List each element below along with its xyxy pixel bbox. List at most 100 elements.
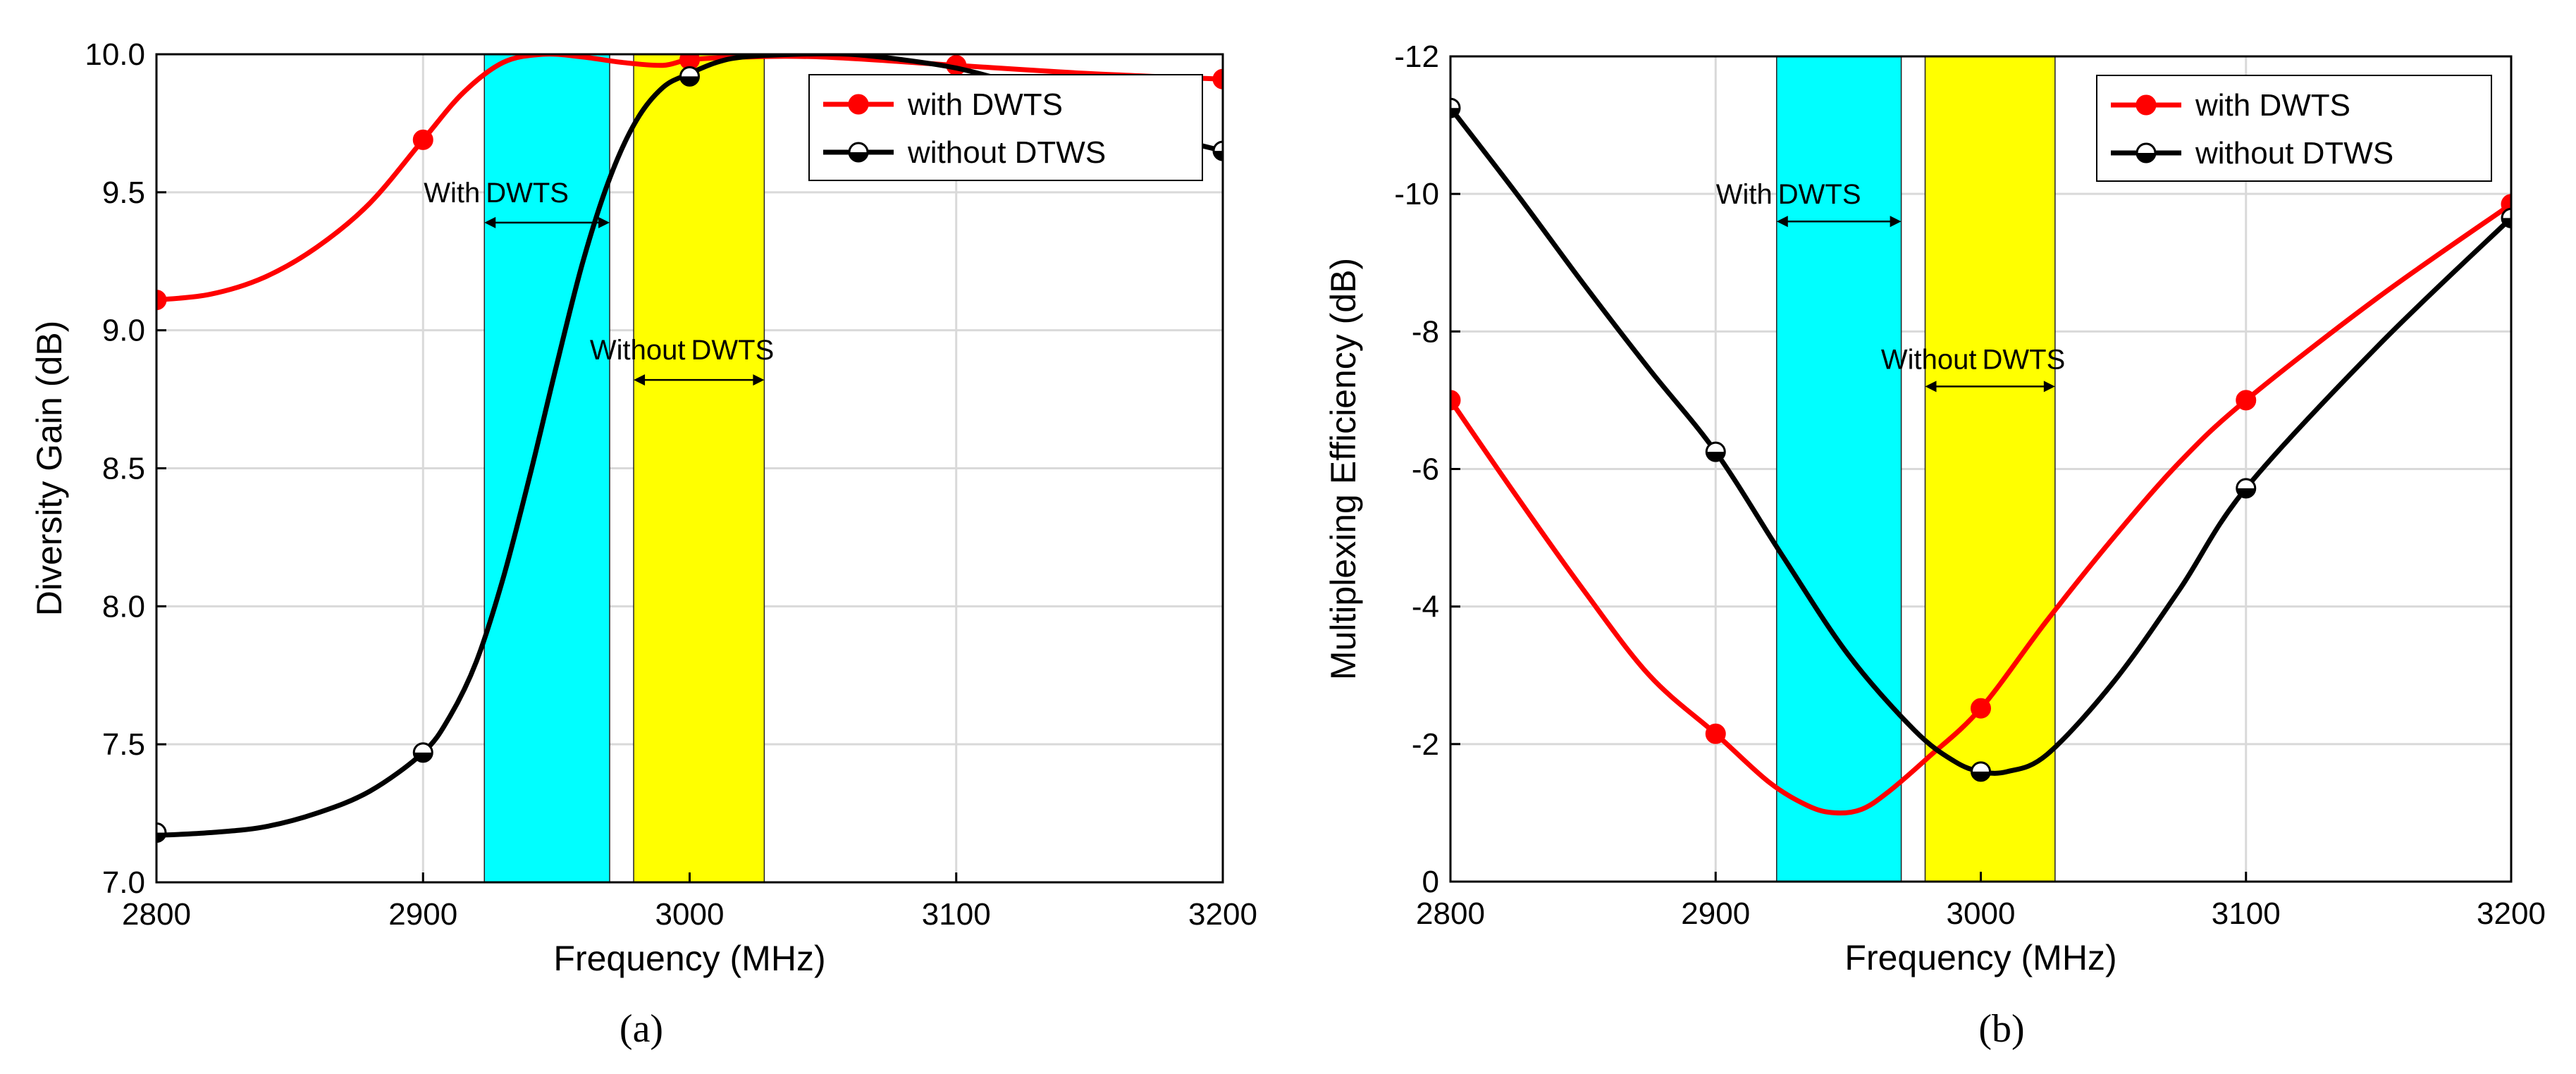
legend-marker-1: [2136, 142, 2157, 163]
y-tick-label: -2: [1412, 727, 1439, 762]
x-tick-label: 3100: [2212, 896, 2281, 931]
y-tick-label: -12: [1394, 39, 1439, 74]
annotation-highlight: DWTS: [486, 178, 569, 209]
annotation-prefix: Without: [1881, 344, 1977, 375]
data-point-3200: [2501, 207, 2511, 228]
x-tick-label: 3000: [655, 897, 725, 932]
x-tick-label: 2800: [1416, 896, 1485, 931]
data-point-2900: [1705, 441, 1726, 462]
annotation-arrow-right: [753, 374, 765, 386]
y-tick-label: 7.5: [102, 727, 145, 762]
legend-box: [808, 74, 1203, 181]
data-point-3100: [2236, 390, 2257, 411]
data-point-3000: [1971, 761, 1991, 782]
series-without-dtws: [156, 54, 1223, 843]
data-point-3100-half: [2236, 488, 2255, 498]
with-dwts-annotation: With DWTS: [424, 178, 610, 228]
without-dwts-band: [633, 54, 765, 883]
data-point-2800-half: [1450, 108, 1460, 118]
annotation-arrow-right: [2043, 381, 2055, 393]
x-axis-label: Frequency (MHz): [553, 939, 825, 978]
data-point-3000: [679, 66, 700, 87]
tick-labels: 2800 2900 3000 3100 3200 0 -2 -4 -6 -8 -10 -12: [1394, 39, 2546, 931]
legend-marker-0: [848, 94, 869, 115]
annotation-arrow-left: [634, 374, 646, 386]
y-tick-label: -10: [1394, 177, 1439, 211]
y-axis-label: Diversity Gain (dB): [30, 321, 69, 617]
tick-labels: 2800 2900 3000 3100 3200 7.0 7.5 8.0 8.5 9.0 9.5 10…: [85, 37, 1257, 932]
data-point-2800-half: [156, 832, 166, 842]
with-dwts-band: [1776, 56, 1902, 882]
data-point-3200: [1212, 140, 1223, 161]
y-tick-label: 7.0: [102, 865, 145, 900]
data-point-2800: [156, 290, 167, 311]
data-point-3100: [2236, 478, 2257, 499]
data-point-2900-half: [414, 752, 433, 762]
without-dwts-annotation: Without DWTS: [1881, 344, 2066, 393]
legend-marker-1: [848, 142, 869, 163]
legend-label-with-dwts: with DWTS: [2195, 88, 2350, 123]
annotation-prefix: With: [1716, 179, 1773, 210]
y-tick-label: 9.0: [102, 314, 145, 348]
legend-marker-1-half: [2137, 153, 2155, 162]
legend: with DWTS without DTWS: [2096, 75, 2492, 182]
annotation-highlight: DWTS: [1983, 344, 2066, 375]
y-tick-label: 8.5: [102, 452, 145, 486]
series-line: [1450, 202, 2511, 816]
y-tick-label: -4: [1412, 590, 1439, 624]
data-point-3000-half: [680, 76, 699, 86]
data-point-3200: [1212, 68, 1223, 90]
legend-marker-0: [2136, 94, 2157, 116]
y-tick-label: -6: [1412, 452, 1439, 487]
y-tick-label: 8.0: [102, 589, 145, 624]
data-point-2900: [1705, 723, 1726, 744]
caption: (b): [1978, 1007, 2024, 1051]
x-tick-label: 3200: [2477, 896, 2546, 931]
with-dwts-annotation: With DWTS: [1716, 179, 1902, 228]
data-point-2800: [156, 822, 167, 843]
legend-marker-1-half: [849, 152, 868, 161]
x-tick-label: 3000: [1947, 896, 2016, 931]
annotation-prefix: Without: [590, 335, 686, 366]
with-dwts-band: [483, 54, 610, 883]
x-tick-label: 2900: [388, 897, 457, 932]
annotation-arrow-left: [484, 216, 496, 228]
x-axis-label: Frequency (MHz): [1844, 938, 2116, 977]
y-axis-label: Multiplexing Efficiency (dB): [1324, 258, 1363, 680]
annotation-highlight: DWTS: [691, 335, 775, 366]
data-point-3000: [1971, 698, 1991, 719]
legend-label-with-dwts: with DWTS: [907, 87, 1063, 122]
y-tick-label: 0: [1422, 865, 1439, 899]
data-point-2900-half: [1706, 452, 1725, 462]
series-line: [156, 54, 1223, 838]
x-tick-label: 3200: [1188, 897, 1257, 932]
annotation-arrow-left: [1776, 216, 1788, 228]
legend: with DWTS without DTWS: [808, 74, 1203, 181]
x-tick-label: 3100: [922, 897, 991, 932]
data-point-3200-half: [2502, 218, 2511, 228]
x-tick-label: 2900: [1681, 896, 1750, 931]
y-tick-label: 9.5: [102, 175, 145, 210]
y-tick-label: 10.0: [85, 37, 145, 72]
annotation-highlight: DWTS: [1778, 179, 1861, 210]
caption: (a): [620, 1007, 663, 1051]
y-tick-label: -8: [1412, 314, 1439, 349]
data-point-2900: [412, 742, 433, 763]
data-point-3000-half: [1971, 771, 1990, 781]
legend-label-without-dtws: without DTWS: [2195, 136, 2393, 171]
legend-label-without-dtws: without DTWS: [907, 135, 1106, 170]
data-point-2800: [1450, 97, 1461, 118]
series-without-dtws: [1450, 97, 2511, 782]
annotation-arrow-right: [598, 216, 610, 228]
series-with-dwts: [1450, 194, 2511, 816]
annotation-arrow-right: [1890, 216, 1902, 228]
annotation-prefix: With: [424, 178, 480, 209]
x-tick-label: 2800: [122, 897, 191, 932]
annotation-arrow-left: [1925, 381, 1937, 393]
data-point-2800: [1450, 390, 1461, 411]
without-dwts-annotation: Without DWTS: [590, 335, 775, 386]
data-point-2900: [412, 129, 433, 150]
